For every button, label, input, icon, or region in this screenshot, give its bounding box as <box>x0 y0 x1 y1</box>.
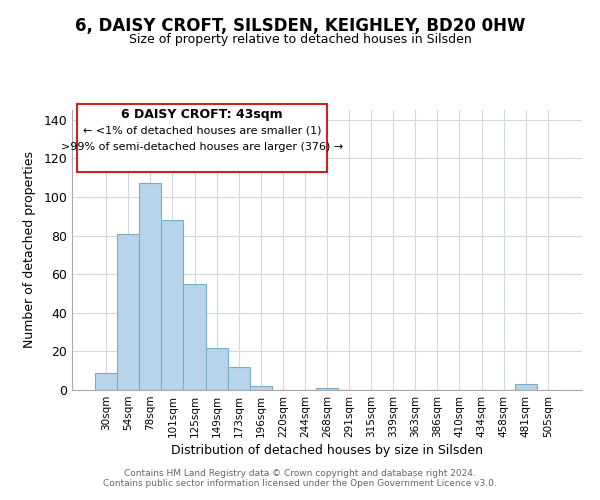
Text: 6 DAISY CROFT: 43sqm: 6 DAISY CROFT: 43sqm <box>121 108 283 122</box>
Bar <box>515 384 537 390</box>
Bar <box>139 184 161 390</box>
Text: ← <1% of detached houses are smaller (1): ← <1% of detached houses are smaller (1) <box>83 126 322 136</box>
Bar <box>117 234 139 390</box>
X-axis label: Distribution of detached houses by size in Silsden: Distribution of detached houses by size … <box>171 444 483 457</box>
Text: >99% of semi-detached houses are larger (376) →: >99% of semi-detached houses are larger … <box>61 142 343 152</box>
Bar <box>316 388 338 390</box>
Bar <box>227 367 250 390</box>
Text: Contains public sector information licensed under the Open Government Licence v3: Contains public sector information licen… <box>103 479 497 488</box>
Bar <box>95 372 117 390</box>
Y-axis label: Number of detached properties: Number of detached properties <box>23 152 37 348</box>
Text: Size of property relative to detached houses in Silsden: Size of property relative to detached ho… <box>128 32 472 46</box>
Bar <box>184 284 206 390</box>
Bar <box>161 220 184 390</box>
Bar <box>250 386 272 390</box>
Text: 6, DAISY CROFT, SILSDEN, KEIGHLEY, BD20 0HW: 6, DAISY CROFT, SILSDEN, KEIGHLEY, BD20 … <box>75 18 525 36</box>
Text: Contains HM Land Registry data © Crown copyright and database right 2024.: Contains HM Land Registry data © Crown c… <box>124 469 476 478</box>
Bar <box>206 348 227 390</box>
